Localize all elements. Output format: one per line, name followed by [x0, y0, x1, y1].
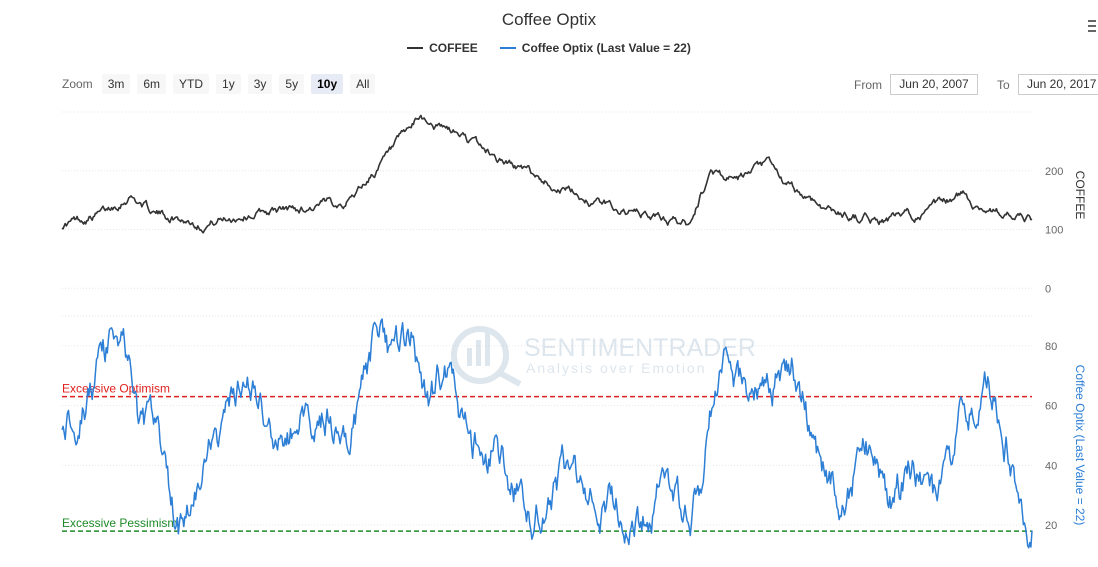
series-lines — [61, 114, 1033, 549]
chart-title: Coffee Optix — [501, 10, 597, 29]
axes: 0 100 200 COFFEE 20 40 60 80 Coffee Optix (Last … — [1045, 166, 1087, 532]
series-line — [61, 114, 1033, 234]
range-from: From Jun 20, 2007 — [854, 74, 978, 95]
zoom-button-3y[interactable]: 3y — [247, 74, 273, 94]
y-tick-label: 100 — [1045, 225, 1063, 237]
watermark-bar-2 — [476, 340, 481, 366]
y-tick-label: 80 — [1045, 341, 1057, 353]
range-to-input[interactable]: Jun 20, 2017 — [1017, 74, 1098, 95]
watermark-logo-icon — [451, 326, 509, 384]
zoom-button-3m[interactable]: 3m — [101, 74, 131, 94]
y-tick-label: 0 — [1045, 283, 1051, 295]
range-from-label: From — [854, 77, 882, 92]
zoom-button-10y[interactable]: 10y — [311, 74, 344, 94]
y-axis-title: COFFEE — [1073, 171, 1087, 220]
range-to-label: To — [997, 77, 1010, 92]
threshold-label: Excessive Optimism — [62, 382, 170, 396]
zoom-button-ytd[interactable]: YTD — [173, 74, 210, 94]
watermark-bar-1 — [467, 348, 472, 366]
y-tick-label: 40 — [1045, 460, 1057, 472]
watermark-bar-3 — [485, 332, 490, 366]
series-line — [61, 318, 1033, 549]
y-tick-label: 20 — [1045, 520, 1057, 532]
y-tick-label: 200 — [1045, 166, 1063, 178]
zoom-button-6m[interactable]: 6m — [137, 74, 167, 94]
range-to: To Jun 20, 2017 — [997, 74, 1098, 95]
watermark: SENTIMENTRADER Analysis over Emotion — [451, 326, 756, 387]
watermark-tagline: Analysis over Emotion — [526, 360, 707, 376]
threshold-label: Excessive Pessimism — [62, 516, 177, 530]
legend-swatch-optix — [499, 47, 516, 49]
zoom-button-1y[interactable]: 1y — [216, 74, 241, 94]
zoom-button-all[interactable]: All — [350, 74, 376, 94]
grid-lines — [62, 111, 1032, 526]
legend-item-optix[interactable]: Coffee Optix (Last Value = 22) — [499, 41, 691, 55]
watermark-brand: SENTIMENTRADER — [524, 334, 756, 362]
y-axis-title: Coffee Optix (Last Value = 22) — [1073, 365, 1087, 526]
legend: COFFEE Coffee Optix (Last Value = 22) — [0, 41, 1098, 55]
range-from-input[interactable]: Jun 20, 2007 — [890, 74, 978, 95]
legend-label-coffee: COFFEE — [429, 41, 478, 55]
legend-label-optix: Coffee Optix (Last Value = 22) — [521, 41, 691, 55]
zoom-bar: Zoom 3m 6m YTD 1y 3y 5y 10y All — [62, 74, 376, 94]
legend-swatch-coffee — [407, 47, 424, 49]
hamburger-menu-icon[interactable] — [1088, 20, 1096, 34]
zoom-label: Zoom — [62, 77, 93, 91]
zoom-button-5y[interactable]: 5y — [279, 74, 305, 94]
y-tick-label: 60 — [1045, 401, 1057, 413]
threshold-lines: Excessive Optimism Excessive Pessimism — [62, 382, 1032, 532]
watermark-magnifier-handle — [496, 369, 522, 387]
legend-item-coffee[interactable]: COFFEE — [407, 41, 478, 55]
